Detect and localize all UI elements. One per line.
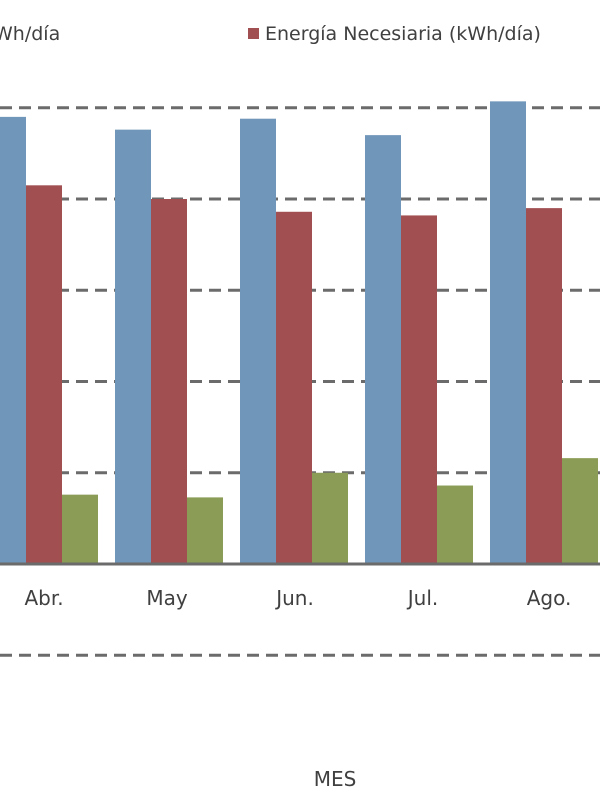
bar-series-2-jun [276, 211, 312, 564]
x-tick-label: May [146, 586, 188, 610]
bar-series-1-may [115, 129, 151, 564]
bar-series-3-may [187, 497, 223, 564]
bar-series-3-abr [62, 494, 98, 564]
legend-label-series-2: Energía Necesiaria (kWh/día) [265, 23, 541, 45]
legend-label-series-1: Wh/día [0, 23, 60, 45]
x-tick-label: Jun. [274, 586, 314, 610]
bar-series-2-abr [26, 185, 62, 564]
x-axis-title: MES [314, 767, 357, 791]
x-tick-label: Abr. [24, 586, 63, 610]
x-tick-label: Ago. [527, 586, 572, 610]
bar-series-2-jul [401, 215, 437, 565]
bar-series-2-ago [526, 208, 562, 564]
bars [0, 101, 598, 565]
x-tick-labels: Abr. May Jun. Jul. Ago. [24, 586, 571, 610]
bar-series-1-jul [365, 135, 401, 564]
legend-swatch-series-2 [248, 28, 259, 39]
bar-series-1-ago [490, 101, 526, 565]
bar-series-3-ago [562, 458, 598, 564]
legend: Wh/día Energía Necesiaria (kWh/día) [0, 23, 541, 45]
bar-series-3-jun [312, 472, 348, 564]
bar-series-1-abr [0, 116, 26, 564]
bar-series-2-may [151, 199, 187, 564]
bar-series-1-jun [240, 118, 276, 564]
bar-series-3-jul [437, 485, 473, 564]
x-tick-label: Jul. [406, 586, 439, 610]
